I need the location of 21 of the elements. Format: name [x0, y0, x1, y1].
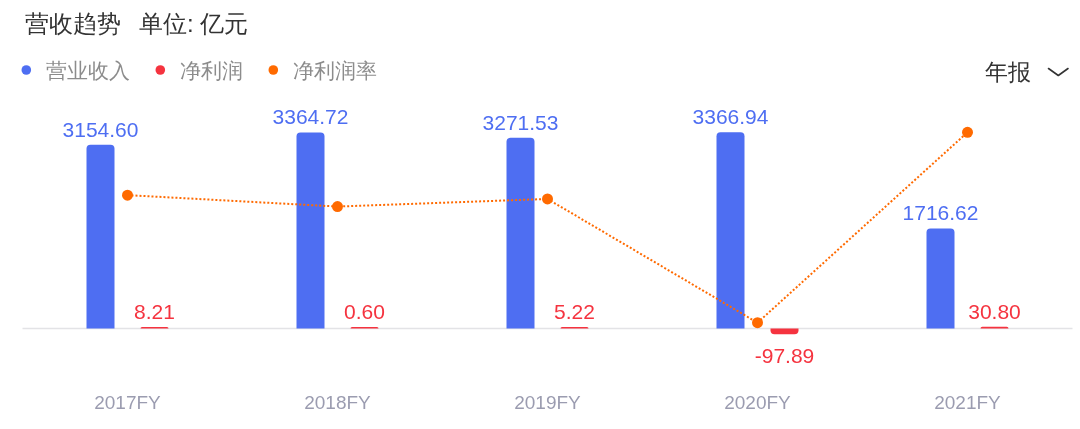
data-label: 0.60: [344, 300, 385, 323]
data-label: 8.21: [134, 300, 175, 323]
data-label: 3271.53: [482, 110, 559, 134]
title: 营收趋势: [25, 10, 121, 37]
legend-label: 净利润率: [293, 58, 378, 82]
x-tick-label: 2021FY: [934, 392, 1001, 413]
x-tick-label: 2020FY: [724, 392, 791, 413]
data-label: 5.22: [554, 300, 595, 323]
x-tick-label: 2019FY: [514, 392, 581, 413]
data-label: -97.89: [754, 344, 815, 368]
x-tick-label: 2018FY: [304, 392, 371, 413]
subtitle: 单位: 亿元: [139, 10, 249, 37]
data-label: 3364.72: [272, 105, 349, 129]
legend-label: 净利润: [180, 58, 244, 82]
annotation: 年报: [985, 59, 1031, 85]
data-label: 1716.62: [902, 201, 979, 225]
data-label: 3366.94: [692, 105, 769, 129]
x-tick-label: 2017FY: [94, 392, 161, 413]
data-label: 3154.60: [62, 117, 139, 141]
data-label: 30.80: [968, 299, 1021, 323]
legend-label: 营业收入: [46, 58, 131, 82]
